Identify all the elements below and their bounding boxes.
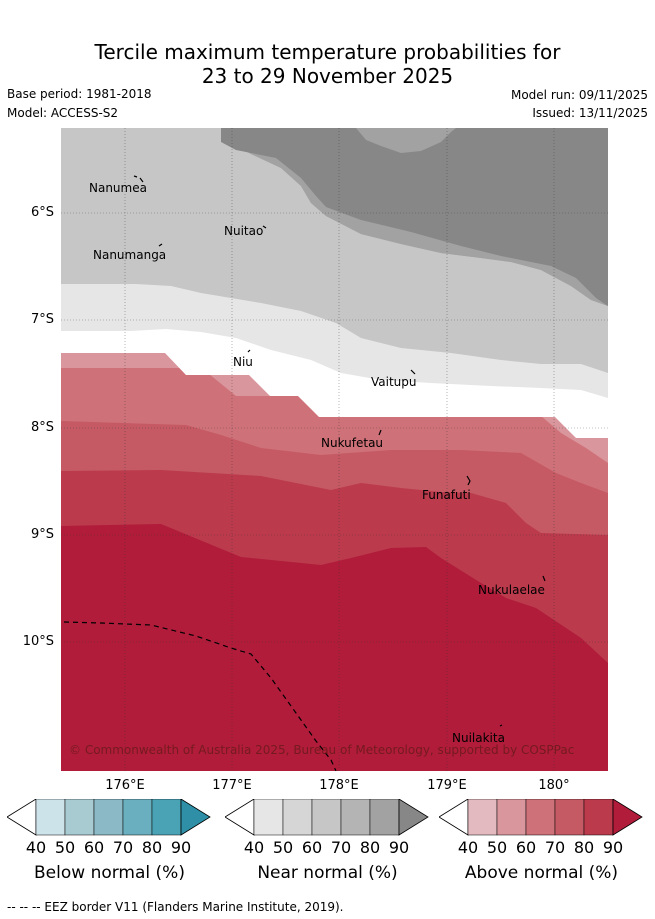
- model-name: Model: ACCESS-S2: [7, 106, 119, 120]
- colorbar-tick: 60: [515, 838, 537, 857]
- colorbar-swatch: [7, 799, 37, 836]
- colorbar-tick: 80: [359, 838, 381, 857]
- colorbar-tick: 40: [25, 838, 47, 857]
- map-title-line2: 23 to 29 November 2025: [201, 64, 454, 88]
- colorbar-tick: 90: [602, 838, 624, 857]
- colorbar-tick: 90: [388, 838, 410, 857]
- colorbar-tick: 60: [83, 838, 105, 857]
- colorbar-swatch: [122, 799, 153, 836]
- issued-date: Issued: 13/11/2025: [532, 106, 648, 120]
- colorbar-swatch: [151, 799, 182, 836]
- probability-map[interactable]: Nanumea Nuitao Nanumanga Niu Vaitupu Nuk…: [61, 128, 608, 771]
- colorbar-tick: 50: [54, 838, 76, 857]
- colorbar-swatch: [225, 799, 255, 836]
- eez-footnote: -- -- -- EEZ border V11 (Flanders Marine…: [7, 900, 344, 914]
- lon-label: 180°: [538, 778, 570, 793]
- eez-border: [63, 621, 337, 771]
- place-label: Nukufetau: [321, 436, 383, 450]
- colorbar-tick: 80: [573, 838, 595, 857]
- colorbar-swatch: [180, 799, 211, 836]
- colorbar-title: Near normal (%): [257, 863, 398, 883]
- lat-label: 7°S: [30, 312, 54, 327]
- lat-label: 6°S: [30, 205, 54, 220]
- lon-label: 176°E: [105, 778, 145, 793]
- island-marks: [133, 175, 546, 727]
- colorbar-swatch: [253, 799, 284, 836]
- colorbar-swatch: [554, 799, 585, 836]
- colorbar-swatch: [467, 799, 498, 836]
- place-label: Funafuti: [422, 488, 471, 502]
- place-label: Nukulaelae: [478, 583, 545, 597]
- colorbar-0: [7, 799, 211, 836]
- colorbar-tick: 70: [544, 838, 566, 857]
- colorbar-swatch: [35, 799, 66, 836]
- colorbar-title: Above normal (%): [464, 863, 619, 883]
- colorbar-tick: 50: [272, 838, 294, 857]
- colorbar-title: Below normal (%): [34, 863, 185, 883]
- lon-label: 179°E: [427, 778, 467, 793]
- place-label: Nuitao: [224, 224, 263, 238]
- place-label: Nanumea: [89, 181, 147, 195]
- map-title-line1: Tercile maximum temperature probabilitie…: [94, 40, 561, 64]
- colorbar-tick: 60: [301, 838, 323, 857]
- zone-near-70-notch: [356, 128, 456, 153]
- colorbar-swatch: [311, 799, 342, 836]
- colorbar-swatch: [612, 799, 643, 836]
- place-label: Nanumanga: [93, 248, 166, 262]
- colorbar-swatch: [398, 799, 429, 836]
- colorbar-tick: 70: [330, 838, 352, 857]
- place-label: Niu: [233, 355, 253, 369]
- copyright-credit: © Commonwealth of Australia 2025, Bureau…: [69, 743, 574, 757]
- colorbar-1: [225, 799, 429, 836]
- colorbar-swatch: [525, 799, 556, 836]
- lat-label: 9°S: [30, 527, 54, 542]
- model-run: Model run: 09/11/2025: [510, 88, 648, 102]
- lat-label: 8°S: [30, 420, 54, 435]
- colorbar-swatch: [369, 799, 400, 836]
- colorbar-swatch: [340, 799, 371, 836]
- zone-near-90: [221, 128, 608, 306]
- colorbar-swatch: [93, 799, 124, 836]
- place-label: Nuilakita: [452, 731, 505, 745]
- lon-label: 178°E: [319, 778, 359, 793]
- colorbar-swatch: [439, 799, 469, 836]
- colorbar-tick: 80: [141, 838, 163, 857]
- colorbar-2: [439, 799, 643, 836]
- colorbar-tick: 70: [112, 838, 134, 857]
- colorbar-swatch: [64, 799, 95, 836]
- lat-label: 10°S: [22, 634, 54, 649]
- colorbar-swatch: [282, 799, 313, 836]
- colorbar-tick: 40: [457, 838, 479, 857]
- colorbar-swatch: [583, 799, 614, 836]
- colorbar-swatch: [496, 799, 527, 836]
- colorbar-tick: 90: [170, 838, 192, 857]
- graticule: [61, 128, 608, 771]
- lon-label: 177°E: [212, 778, 252, 793]
- colorbar-tick: 50: [486, 838, 508, 857]
- colorbar-tick: 40: [243, 838, 265, 857]
- place-label: Vaitupu: [371, 375, 417, 389]
- base-period: Base period: 1981-2018: [7, 87, 152, 101]
